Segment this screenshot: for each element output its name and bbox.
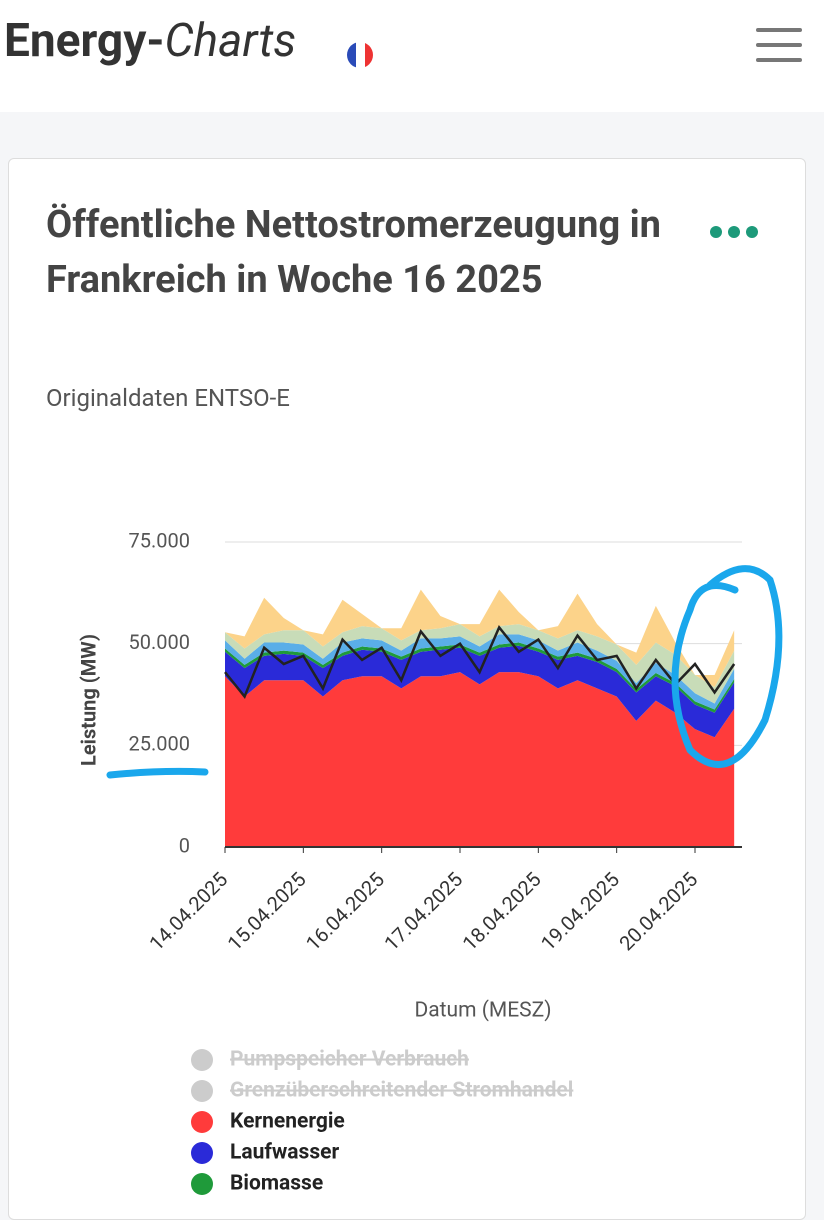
area	[225, 645, 735, 738]
menu-button[interactable]	[756, 28, 802, 62]
legend-marker	[191, 1111, 213, 1133]
legend-label[interactable]: Pumpspeicher Verbrauch	[230, 1048, 469, 1072]
legend-label[interactable]: Biomasse	[230, 1172, 323, 1196]
brand: Energy-Charts	[4, 14, 296, 68]
flag	[347, 42, 373, 68]
legend-label[interactable]: Laufwasser	[230, 1141, 339, 1165]
x-tick-label: 14.04.2025	[144, 867, 232, 955]
x-tick-label: 20.04.2025	[614, 867, 702, 955]
y-tick-label: 75.000	[129, 528, 190, 552]
x-tick-label: 19.04.2025	[536, 867, 624, 955]
legend-marker	[191, 1142, 213, 1164]
x-tick-label: 15.04.2025	[223, 867, 311, 955]
legend-marker	[191, 1173, 213, 1195]
y-tick-label: 50.000	[129, 630, 190, 654]
x-tick-label: 18.04.2025	[458, 867, 546, 955]
area	[225, 634, 735, 710]
y-tick-label: 0	[179, 833, 190, 857]
more-button[interactable]	[710, 226, 758, 238]
x-tick-label: 16.04.2025	[301, 867, 389, 955]
legend-marker	[191, 1049, 213, 1071]
legend-label[interactable]: Kernenergie	[230, 1110, 345, 1134]
hand-annotation	[106, 565, 783, 779]
legend-label[interactable]: Grenzüberschreitender Stromhandel	[230, 1079, 573, 1103]
area	[225, 624, 735, 704]
header	[0, 0, 824, 112]
brand-left: Energy-	[4, 14, 164, 68]
x-axis-label: Datum (MESZ)	[414, 999, 551, 1023]
y-axis-label: Leistung (MW)	[76, 634, 100, 766]
x-tick-label: 17.04.2025	[379, 867, 467, 955]
area	[225, 589, 735, 688]
chart-title: Öffentliche Nettostromerzeugung in Frank…	[46, 203, 661, 302]
y-tick-label: 25.000	[129, 732, 190, 756]
area	[225, 672, 735, 847]
load-line	[224, 625, 736, 699]
chart-subtitle: Originaldaten ENTSO-E	[46, 384, 290, 412]
brand-right: Charts	[164, 14, 296, 68]
legend-marker	[191, 1080, 213, 1102]
